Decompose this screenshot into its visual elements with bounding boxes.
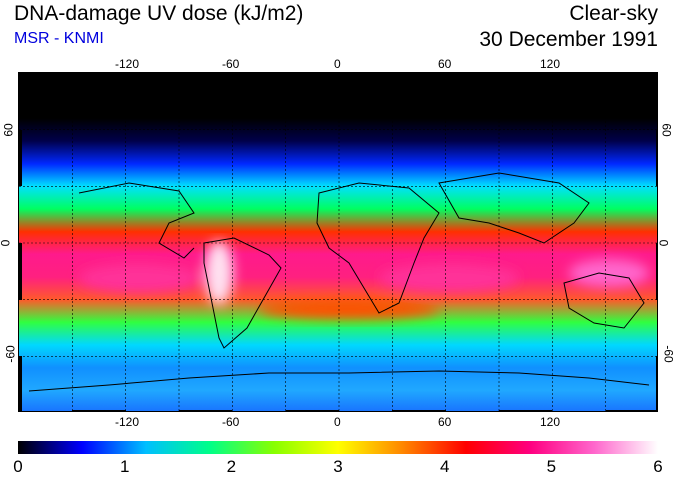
colorbar-label-1: 1 bbox=[119, 457, 130, 476]
coastlines bbox=[28, 172, 650, 392]
frame-top-6 bbox=[606, 73, 657, 76]
north-america-coast bbox=[78, 182, 195, 259]
lon-tick-top-m120: -120 bbox=[115, 57, 140, 71]
frame-top-1 bbox=[72, 73, 126, 76]
lat-tick-right-m60: -60 bbox=[661, 345, 676, 363]
pacific-hotspot bbox=[79, 264, 199, 292]
atlantic-band bbox=[259, 299, 439, 319]
lat-tick-left-m60: -60 bbox=[3, 345, 18, 363]
antarctica-coast bbox=[28, 370, 650, 392]
frame-right-1 bbox=[656, 130, 657, 186]
frame-top-3 bbox=[286, 73, 339, 76]
lon-tick-top-0: 0 bbox=[334, 57, 341, 71]
south-america-coast bbox=[203, 237, 282, 349]
lon-tick-bottom-60: 60 bbox=[438, 415, 452, 429]
uv-field-background bbox=[19, 73, 657, 411]
andes-hotspot bbox=[205, 241, 233, 305]
frame-marks bbox=[19, 73, 657, 411]
map-date: 30 December 1991 bbox=[479, 28, 658, 51]
lon-tick-top-120: 120 bbox=[540, 57, 561, 71]
lon-tick-bottom-m60: -60 bbox=[222, 415, 240, 429]
colorbar-label-4: 4 bbox=[439, 457, 450, 476]
graticule bbox=[19, 73, 657, 411]
asia-coast bbox=[438, 172, 590, 244]
frame-bottom-4 bbox=[392, 410, 446, 411]
frame-right-2 bbox=[656, 243, 657, 300]
frame-left-1 bbox=[19, 130, 22, 186]
frame-top-5 bbox=[499, 73, 552, 76]
uv-dose-map bbox=[18, 72, 658, 412]
frame-top-2 bbox=[179, 73, 232, 76]
map-title: DNA-damage UV dose (kJ/m2) bbox=[14, 2, 304, 25]
lat-tick-right-60: 60 bbox=[659, 123, 674, 137]
lon-tick-bottom-0: 0 bbox=[334, 415, 341, 429]
sky-condition: Clear-sky bbox=[569, 2, 658, 25]
frame-right-3 bbox=[656, 356, 657, 411]
lon-tick-top-m60: -60 bbox=[222, 57, 240, 71]
colorbar-label-6: 6 bbox=[653, 457, 663, 476]
colorbar-label-3: 3 bbox=[333, 457, 343, 476]
frame-bottom-6 bbox=[606, 410, 657, 411]
australia-hotspot bbox=[569, 259, 649, 287]
uv-hotspots bbox=[79, 241, 649, 319]
lat-tick-left-60: 60 bbox=[1, 123, 16, 137]
frame-bottom-1 bbox=[72, 410, 126, 411]
frame-bottom-5 bbox=[499, 410, 552, 411]
frame-bottom-2 bbox=[179, 410, 232, 411]
map-svg bbox=[19, 73, 657, 411]
frame-left-3 bbox=[19, 356, 22, 411]
colorbar-label-2: 2 bbox=[226, 457, 237, 476]
indian-ocean-hotspot bbox=[379, 264, 519, 292]
map-source: MSR - KNMI bbox=[14, 30, 104, 47]
frame-bottom-3 bbox=[286, 410, 339, 411]
colorbar-label-5: 5 bbox=[546, 457, 557, 476]
africa-coast bbox=[316, 182, 440, 314]
australia-coast bbox=[563, 272, 645, 329]
frame-left-2 bbox=[19, 243, 22, 300]
lat-tick-left-0: 0 bbox=[0, 240, 12, 247]
lat-tick-right-0: 0 bbox=[656, 239, 671, 247]
lon-tick-bottom-m120: -120 bbox=[115, 415, 140, 429]
colorbar-label-0: 0 bbox=[13, 457, 23, 476]
lon-tick-bottom-120: 120 bbox=[540, 415, 561, 429]
colorbar bbox=[18, 441, 658, 454]
lon-tick-top-60: 60 bbox=[438, 57, 452, 71]
frame-top-4 bbox=[392, 73, 446, 76]
